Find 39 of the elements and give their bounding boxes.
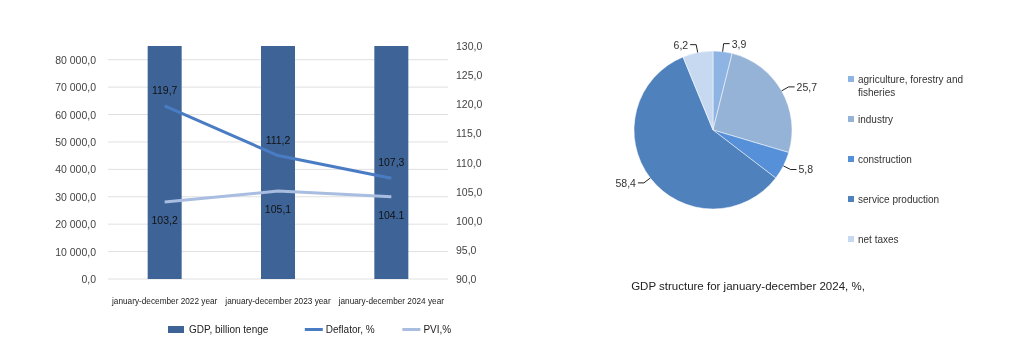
y2-tick-label: 90,0 [456,273,477,285]
data-label: 119,7 [151,84,178,96]
data-label: 104.1 [378,208,405,221]
y-tick-label: 10 000,0 [55,245,97,258]
data-label: 105,1 [264,203,292,216]
y-tick-label: 50 000,0 [55,135,97,148]
legend-label: PVI,% [423,324,452,335]
legend-label: industry [858,114,894,125]
y-tick-label: 60 000,0 [55,108,97,121]
y-tick-label: 40 000,0 [55,163,97,176]
legend-label: construction [858,154,912,165]
data-label: 6,2 [673,38,689,51]
legend-label: GDP, billion tenge [189,324,269,335]
data-label: 58,4 [615,176,637,189]
data-label: 25,7 [796,80,818,93]
legend-label: service production [858,194,940,205]
y-tick-label: 0,0 [81,273,97,285]
y-tick-label: 80 000,0 [55,53,97,66]
legend-label: agriculture, forestry and fisheries [858,74,964,98]
y2-tick-label: 115,0 [456,127,482,140]
data-label: 3,9 [731,37,747,50]
y2-tick-label: 110,0 [456,156,482,169]
text: GDP structure for january-december 2024, %, [631,280,865,292]
data-label: 107,3 [378,156,405,169]
y-tick-label: 70 000,0 [55,81,97,94]
legend-label: Deflator, % [325,324,375,335]
data-label: 5,8 [798,163,814,176]
y2-tick-label: 95,0 [456,243,477,256]
y2-tick-label: 120,0 [456,98,483,111]
y-tick-label: 20 000,0 [55,218,97,231]
y2-tick-label: 100,0 [456,214,483,227]
y2-tick-label: 125,0 [456,69,483,82]
legend-label: net taxes [858,234,899,245]
y-tick-label: 30 000,0 [55,190,97,203]
y2-tick-label: 130,0 [456,40,483,52]
data-label: 103,2 [151,214,178,227]
y2-tick-label: 105,0 [456,185,483,198]
data-label: 111,2 [265,133,291,146]
x-tick-label: january-december 2024 year [337,296,454,306]
